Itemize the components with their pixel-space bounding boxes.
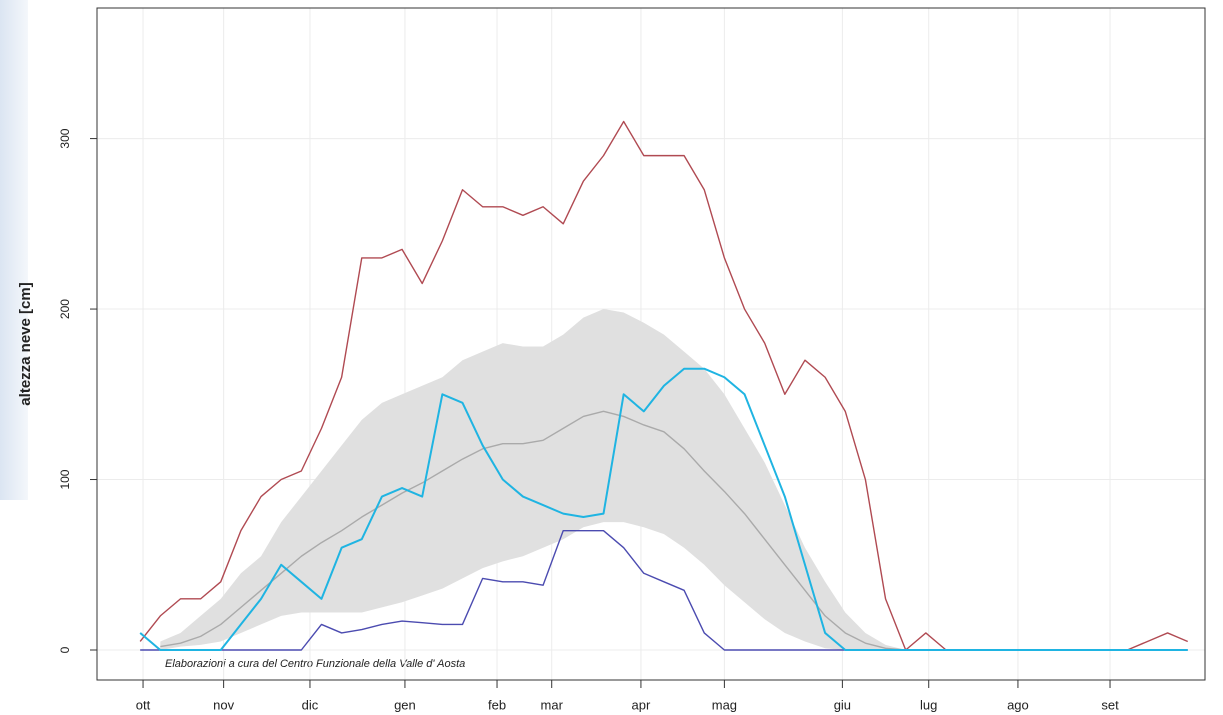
y-axis-label: altezza neve [cm] bbox=[17, 282, 34, 405]
x-tick-label: dic bbox=[302, 697, 319, 712]
y-tick-label: 300 bbox=[58, 128, 72, 148]
x-tick-label: ago bbox=[1007, 697, 1029, 712]
x-tick-label: feb bbox=[488, 697, 506, 712]
x-tick-label: set bbox=[1101, 697, 1119, 712]
annotation: Elaborazioni a cura del Centro Funzional… bbox=[165, 658, 465, 670]
x-tick-label: gen bbox=[394, 697, 416, 712]
x-tick-label: apr bbox=[632, 697, 651, 712]
series-line bbox=[160, 410, 906, 651]
x-tick-label: lug bbox=[920, 697, 937, 712]
y-tick-label: 100 bbox=[58, 469, 72, 489]
x-tick-label: ott bbox=[136, 697, 151, 712]
y-tick-label: 0 bbox=[58, 646, 72, 653]
x-tick-label: mag bbox=[712, 697, 737, 712]
page-edge bbox=[0, 0, 28, 500]
y-tick-label: 200 bbox=[58, 299, 72, 319]
x-tick-label: mar bbox=[541, 697, 564, 712]
range-band bbox=[160, 309, 906, 650]
plot-frame bbox=[96, 7, 1206, 681]
series-line bbox=[139, 367, 1188, 651]
x-tick-label: nov bbox=[213, 697, 234, 712]
x-tick-label: giu bbox=[834, 697, 851, 712]
